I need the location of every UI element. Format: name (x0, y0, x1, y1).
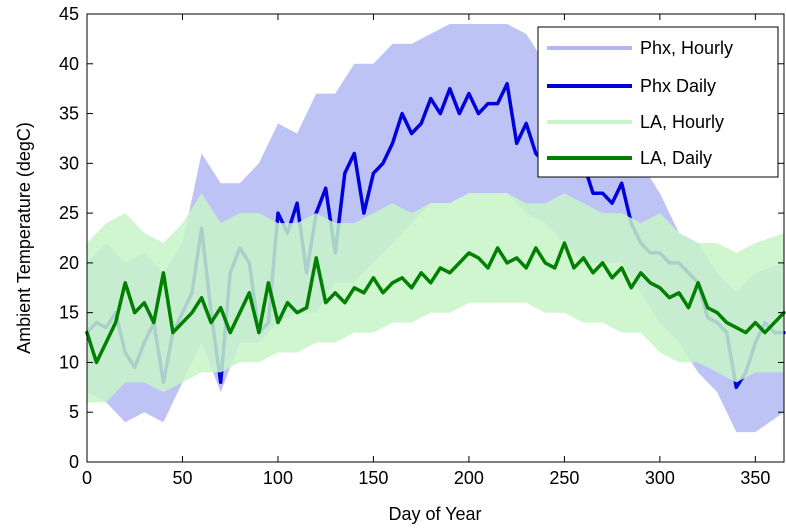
x-tick-label: 200 (454, 468, 484, 488)
legend: Phx, Hourly Phx Daily LA, Hourly LA, Dai… (537, 26, 779, 178)
ticks-layer: 0 50 100 150 200 250 300 350 0 5 10 15 20 25 30 35 40 45 (59, 4, 784, 488)
y-tick-label: 10 (59, 352, 79, 372)
plot-frame (86, 13, 785, 463)
legend-label-la-hourly: LA, Hourly (640, 112, 724, 132)
x-tick-label: 0 (82, 468, 92, 488)
x-tick-label: 250 (549, 468, 579, 488)
x-tick-label: 350 (740, 468, 770, 488)
y-tick-label: 5 (69, 402, 79, 422)
y-tick-label: 45 (59, 4, 79, 24)
series-band-la-hourly (87, 193, 784, 403)
x-tick-label: 100 (263, 468, 293, 488)
legend-label-la-daily: LA, Daily (640, 148, 712, 168)
y-axis-title: Ambient Temperature (degC) (14, 122, 34, 354)
y-tick-label: 15 (59, 303, 79, 323)
y-tick-label: 30 (59, 153, 79, 173)
x-axis-title: Day of Year (388, 504, 481, 524)
y-tick-label: 25 (59, 203, 79, 223)
y-tick-label: 35 (59, 104, 79, 124)
legend-label-phx-hourly: Phx, Hourly (640, 38, 733, 58)
y-tick-label: 0 (69, 452, 79, 472)
x-tick-label: 150 (358, 468, 388, 488)
y-tick-label: 40 (59, 54, 79, 74)
series-layer (85, 24, 786, 433)
series-line-la-daily (85, 241, 786, 365)
x-tick-label: 300 (645, 468, 675, 488)
y-tick-label: 20 (59, 253, 79, 273)
x-tick-label: 50 (172, 468, 192, 488)
legend-box (537, 26, 779, 178)
legend-label-phx-daily: Phx Daily (640, 76, 716, 96)
